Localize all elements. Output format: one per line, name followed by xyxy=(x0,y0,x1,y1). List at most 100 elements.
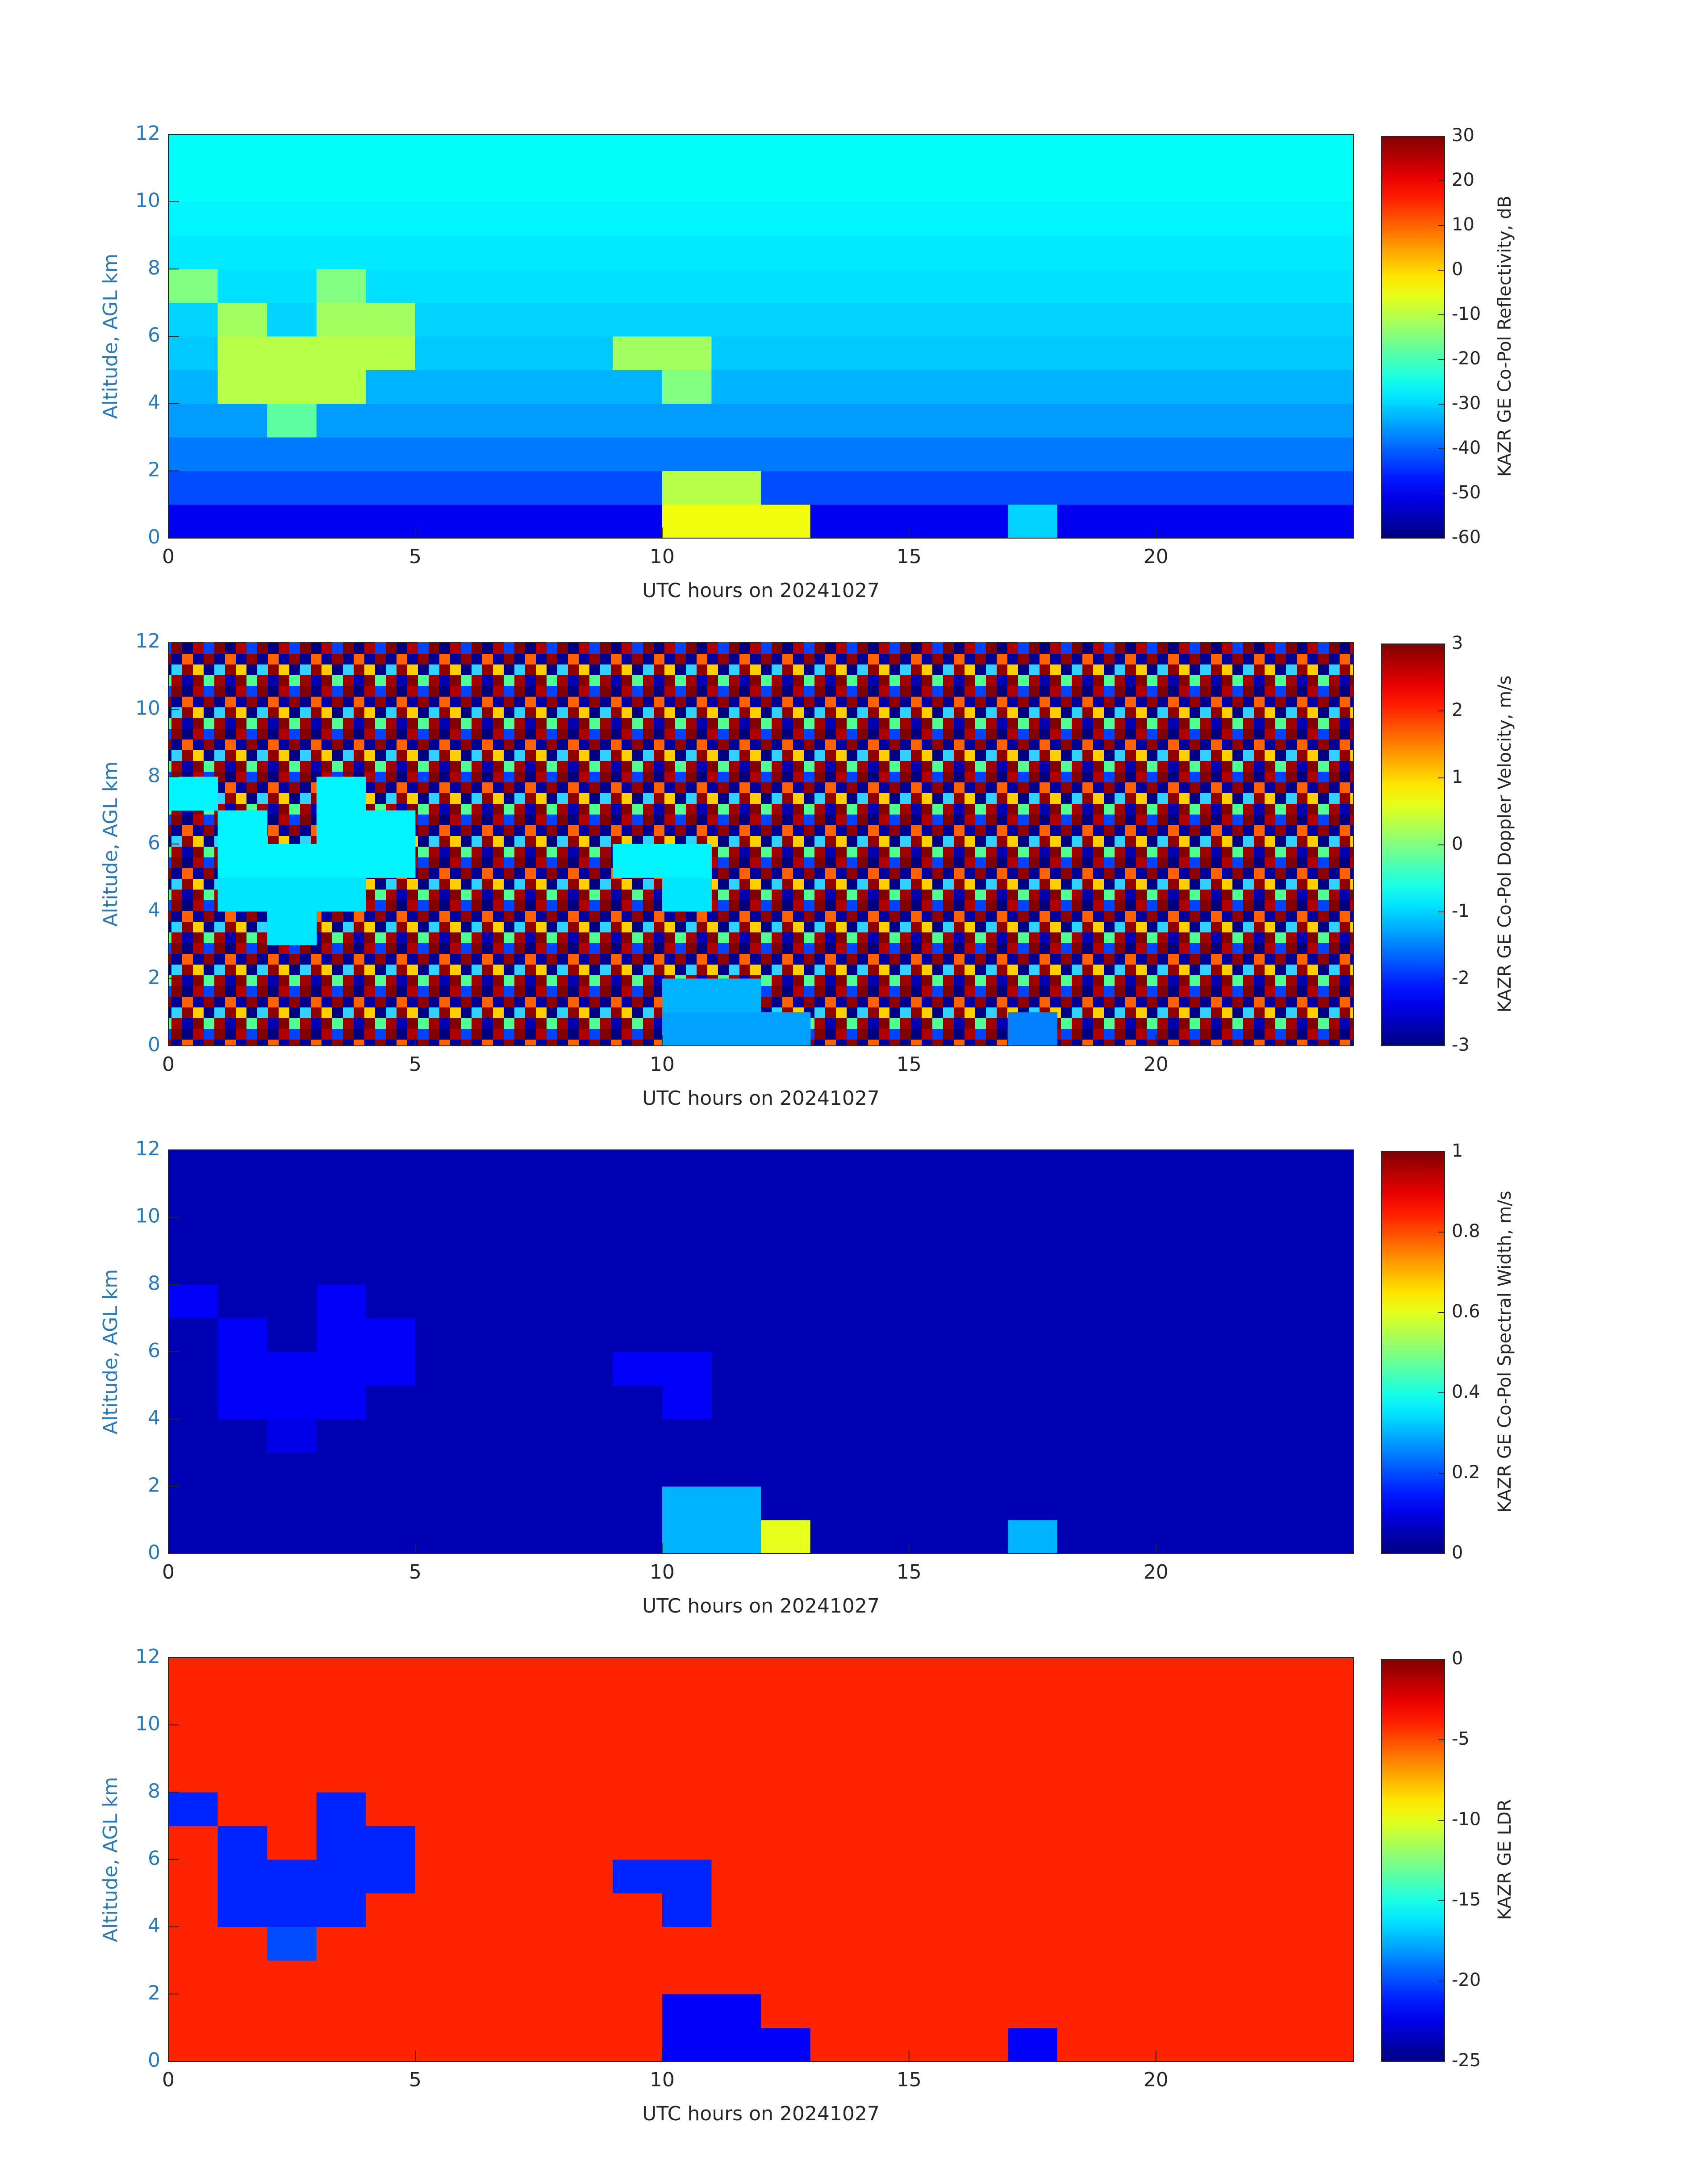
heatmap-cell xyxy=(316,1520,366,1554)
heatmap-cell xyxy=(1107,336,1157,370)
heatmap-cell xyxy=(1107,1419,1157,1453)
y-tick-label: 8 xyxy=(148,764,160,787)
heatmap-cell xyxy=(1007,201,1057,236)
heatmap-cell xyxy=(810,269,860,303)
heatmap-cell xyxy=(860,1792,910,1826)
heatmap-cell xyxy=(909,1453,959,1487)
heatmap-cell xyxy=(1304,1792,1354,1826)
heatmap-cell xyxy=(810,1385,860,1420)
heatmap-cell xyxy=(1205,1859,1255,1893)
heatmap-cell xyxy=(1205,1385,1255,1420)
heatmap-cell xyxy=(860,1318,910,1352)
heatmap-cell xyxy=(958,1352,1008,1386)
heatmap-cell xyxy=(662,1385,712,1420)
heatmap-cell xyxy=(1107,370,1157,404)
heatmap-cell xyxy=(1254,1893,1304,1927)
heatmap-cell xyxy=(267,403,317,438)
heatmap-cell xyxy=(1007,269,1057,303)
heatmap-cell xyxy=(613,403,663,438)
heatmap-cell xyxy=(1304,1926,1354,1961)
heatmap-cell xyxy=(1007,1150,1057,1184)
heatmap-cell xyxy=(662,134,712,168)
heatmap-cell xyxy=(1254,1217,1304,1251)
heatmap-cell xyxy=(1007,2027,1057,2062)
heatmap-cell xyxy=(168,1691,218,1726)
heatmap-cell xyxy=(761,1725,811,1759)
heatmap-cell xyxy=(514,269,564,303)
heatmap-cell xyxy=(761,1994,811,2028)
heatmap-cell xyxy=(366,1893,416,1927)
heatmap-cell xyxy=(415,168,465,202)
heatmap-cell xyxy=(267,302,317,337)
heatmap-cell xyxy=(514,1419,564,1453)
heatmap-cell xyxy=(1107,269,1157,303)
heatmap-cell xyxy=(1107,235,1157,269)
heatmap-cell xyxy=(810,1792,860,1826)
colorbar-label: KAZR GE Co-Pol Spectral Width, m/s xyxy=(1495,1191,1515,1513)
heatmap-cell xyxy=(711,1792,761,1826)
heatmap-cell xyxy=(1205,1691,1255,1726)
heatmap-cell xyxy=(761,168,811,202)
heatmap-cell xyxy=(860,1826,910,1860)
heatmap-cell xyxy=(267,1725,317,1759)
heatmap-cell xyxy=(1057,1284,1107,1319)
colorbar-tick-label: 0.2 xyxy=(1452,1462,1480,1483)
heatmap-cell xyxy=(316,134,366,168)
heatmap-cell xyxy=(613,1859,663,1893)
heatmap-cell xyxy=(662,269,712,303)
x-tick-label: 5 xyxy=(409,1053,422,1076)
y-tick-label: 10 xyxy=(135,1205,160,1228)
heatmap-cell xyxy=(810,235,860,269)
heatmap-cell xyxy=(1057,437,1107,471)
heatmap-cell xyxy=(514,2027,564,2062)
heatmap-cell xyxy=(415,134,465,168)
heatmap-cell xyxy=(860,437,910,471)
heatmap-cell xyxy=(711,201,761,236)
heatmap-cell xyxy=(810,1759,860,1793)
heatmap-cell xyxy=(168,1826,218,1860)
heatmap-cell xyxy=(711,471,761,505)
heatmap-cell xyxy=(662,1486,712,1521)
heatmap-cell xyxy=(958,1759,1008,1793)
heatmap-cell xyxy=(514,134,564,168)
heatmap-cell xyxy=(1057,2027,1107,2062)
heatmap-cell xyxy=(464,1792,514,1826)
heatmap-cell xyxy=(563,1352,613,1386)
y-tick-label: 4 xyxy=(148,1407,160,1429)
heatmap-cell xyxy=(267,1183,317,1218)
heatmap-cell xyxy=(860,168,910,202)
heatmap-cell xyxy=(267,1486,317,1521)
heatmap-cell xyxy=(217,1994,267,2028)
heatmap-cell xyxy=(1057,201,1107,236)
heatmap-cell xyxy=(366,810,416,844)
heatmap-cell xyxy=(168,504,218,539)
heatmap-cell xyxy=(662,201,712,236)
heatmap-cell xyxy=(860,1183,910,1218)
heatmap-cell xyxy=(909,437,959,471)
heatmap-cell xyxy=(1304,1486,1354,1521)
heatmap-cell xyxy=(1156,2027,1206,2062)
heatmap-cell xyxy=(168,302,218,337)
heatmap-cell xyxy=(514,1520,564,1554)
heatmap-cell xyxy=(761,471,811,505)
heatmap-cell xyxy=(514,336,564,370)
heatmap-cell xyxy=(1156,336,1206,370)
heatmap-cell xyxy=(316,1385,366,1420)
heatmap-cell xyxy=(563,1385,613,1420)
heatmap-cell xyxy=(662,844,712,878)
heatmap-cell xyxy=(662,1658,712,1692)
heatmap-cell xyxy=(1254,1150,1304,1184)
heatmap-cell xyxy=(662,471,712,505)
heatmap-cell xyxy=(613,269,663,303)
heatmap-cell xyxy=(810,1960,860,1994)
heatmap-cell xyxy=(810,1893,860,1927)
heatmap-cell xyxy=(1304,1385,1354,1420)
heatmap-cell xyxy=(168,471,218,505)
heatmap-cell xyxy=(316,1658,366,1692)
heatmap-cell xyxy=(1156,1859,1206,1893)
heatmap-cell xyxy=(415,1725,465,1759)
heatmap-cell xyxy=(1057,1658,1107,1692)
heatmap-cell xyxy=(316,168,366,202)
